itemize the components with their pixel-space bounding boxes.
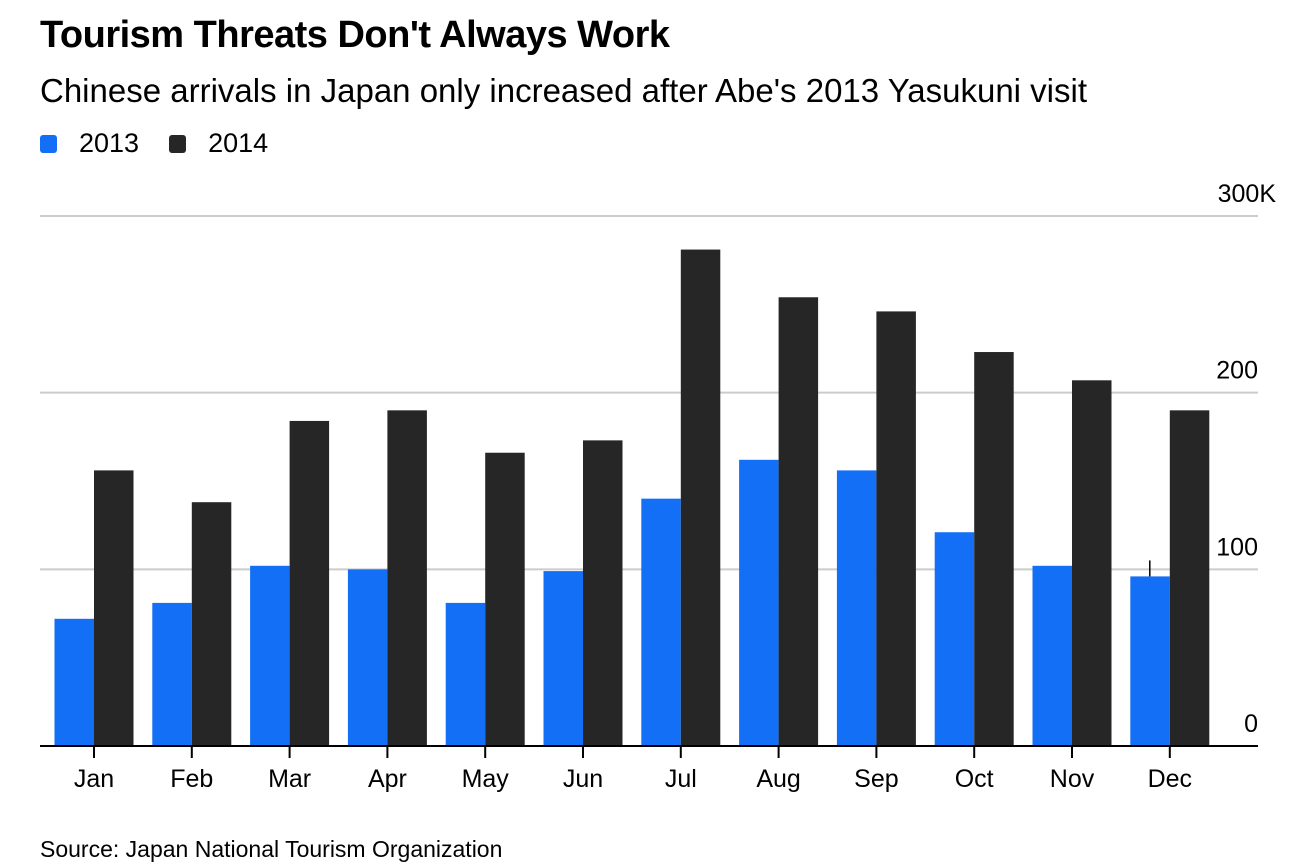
bar-2013-nov[interactable]: [1032, 565, 1073, 746]
y-tick-label: 200: [1216, 357, 1258, 385]
x-tick-label: Mar: [268, 765, 311, 793]
bar-2014-jun[interactable]: [583, 440, 623, 746]
bar-2014-may[interactable]: [485, 452, 525, 746]
x-axis: [40, 560, 1258, 758]
bar-2014-sep[interactable]: [876, 311, 916, 746]
x-tick-label: Sep: [854, 765, 898, 793]
bar-2013-jan[interactable]: [54, 618, 95, 746]
legend-label-2013: 2013: [79, 128, 140, 158]
x-axis-labels: Jan Feb Mar Apr May Jun Jul Aug Sep Oct Nov Dec: [74, 765, 1192, 793]
x-tick-label: Dec: [1148, 765, 1192, 793]
x-tick-label: Nov: [1050, 765, 1095, 793]
bar-2014-feb[interactable]: [191, 502, 232, 746]
legend-label-2014: 2014: [208, 128, 269, 158]
x-tick-label: Feb: [170, 765, 213, 793]
bar-2014-aug[interactable]: [778, 297, 819, 746]
legend: 2013 2014: [40, 128, 298, 159]
x-tick-label: Aug: [756, 765, 800, 793]
y-tick-label: 300K: [1218, 180, 1277, 208]
bar-2013-sep[interactable]: [836, 470, 877, 746]
x-tick-label: Jan: [74, 765, 114, 793]
x-tick-label: May: [462, 765, 510, 793]
chart-subtitle: Chinese arrivals in Japan only increased…: [40, 72, 1088, 109]
y-tick-label: 0: [1244, 710, 1258, 738]
bar-2014-dec[interactable]: [1169, 410, 1210, 746]
bar-2014-jan[interactable]: [94, 470, 134, 746]
legend-swatch-2014: [169, 134, 187, 153]
x-tick-label: Jun: [563, 765, 603, 793]
bar-2013-oct[interactable]: [934, 532, 975, 746]
legend-item-2014[interactable]: 2014: [169, 128, 268, 159]
bar-2013-feb[interactable]: [152, 602, 192, 746]
x-tick-label: Oct: [955, 765, 994, 793]
bar-2014-nov[interactable]: [1072, 380, 1112, 746]
legend-swatch-2013: [40, 134, 57, 153]
bar-2013-apr[interactable]: [347, 569, 388, 746]
y-tick-label: 100: [1216, 533, 1258, 561]
bar-2013-jul[interactable]: [641, 498, 681, 746]
x-tick-label: Apr: [368, 765, 407, 793]
bar-2014-mar[interactable]: [289, 420, 330, 746]
y-axis-labels: 0 100 200 300K: [1216, 180, 1276, 738]
x-tick-label: Jul: [665, 765, 697, 793]
bar-2013-aug[interactable]: [739, 459, 779, 746]
bar-2014-apr[interactable]: [387, 410, 427, 746]
bars: [54, 249, 1210, 747]
chart-title: Tourism Threats Don't Always Work: [40, 14, 670, 56]
bar-2013-may[interactable]: [445, 602, 486, 746]
bar-2013-mar[interactable]: [250, 565, 290, 746]
bar-2014-jul[interactable]: [680, 249, 721, 747]
bar-2013-jun[interactable]: [543, 571, 584, 746]
source-note: Source: Japan National Tourism Organizat…: [40, 836, 503, 862]
bar-2014-oct[interactable]: [974, 352, 1014, 746]
legend-item-2013[interactable]: 2013: [40, 128, 139, 159]
bar-2013-dec[interactable]: [1130, 576, 1170, 746]
